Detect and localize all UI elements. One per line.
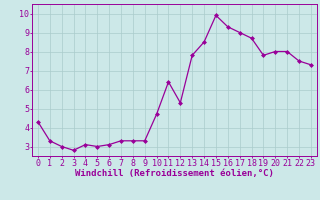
- X-axis label: Windchill (Refroidissement éolien,°C): Windchill (Refroidissement éolien,°C): [75, 169, 274, 178]
